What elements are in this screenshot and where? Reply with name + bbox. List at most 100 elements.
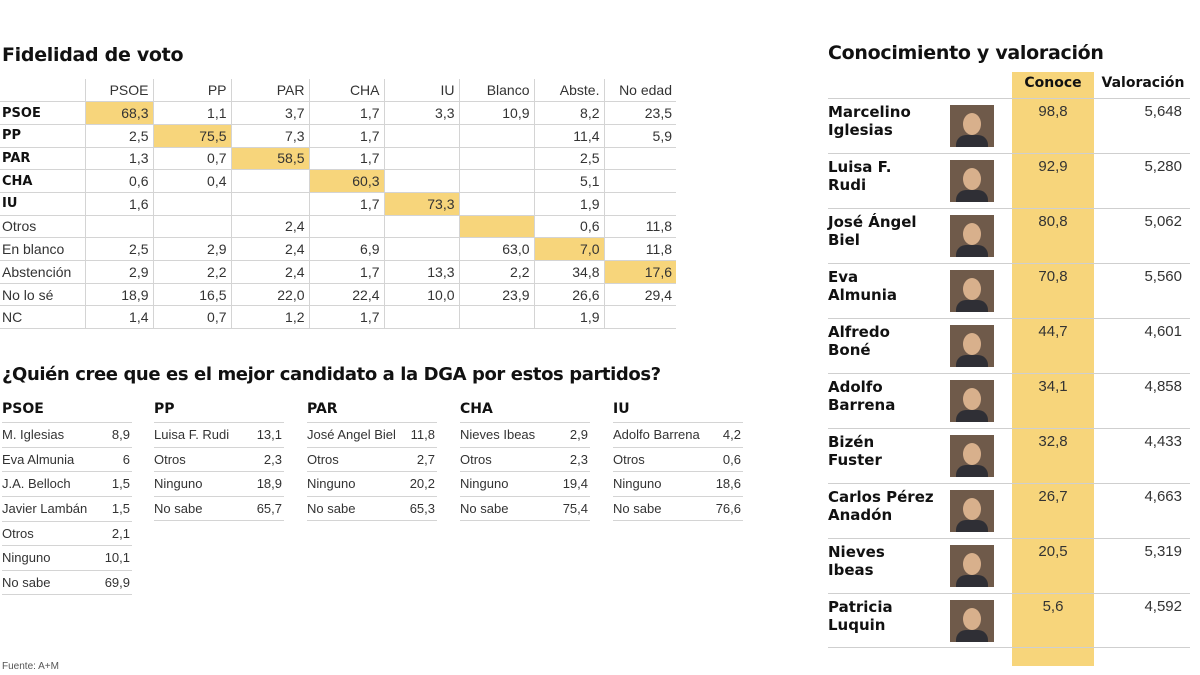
table-cell: 22,4 — [308, 283, 384, 307]
candidate-value: 10,1 — [104, 550, 130, 566]
fidelidad-table: PSOE PP PAR CHA IU Blanco Abste. No edad PSOE 68… — [0, 79, 676, 330]
person-row: Nieves Ibeas 20,5 5,319 — [828, 538, 1190, 593]
portrait-face — [963, 168, 981, 190]
portrait-photo — [950, 270, 994, 312]
candidate-name: M. Iglesias — [2, 427, 65, 442]
conoce-value: 32,8 — [1038, 433, 1068, 450]
list-item: Ninguno 20,2 — [307, 471, 437, 496]
candidate-value: 18,9 — [256, 476, 282, 492]
person-row: Carlos Pérez Anadón 26,7 4,663 — [828, 483, 1190, 538]
person-name: Alfredo Boné — [828, 323, 946, 359]
table-cell: 60,3 — [308, 169, 384, 193]
table-cell: 1,7 — [308, 192, 384, 216]
table-cell — [230, 192, 309, 216]
candidate-value: 2,7 — [416, 451, 435, 467]
candidate-value: 65,3 — [409, 501, 435, 517]
portrait-body — [956, 520, 988, 532]
party-block-cha: CHA Nieves Ibeas 2,9 Otros 2,3 Ninguno 19,4 No … — [460, 401, 590, 521]
person-name: Bizén Fuster — [828, 433, 946, 469]
person-name-line1: Bizén — [828, 433, 875, 451]
valoracion-value: 4,592 — [1144, 598, 1182, 615]
person-name-line1: José Ángel — [828, 213, 917, 231]
candidate-name: Javier Lambán — [2, 501, 88, 517]
table-cell: 3,7 — [230, 101, 309, 125]
table-row: En blanco 2,5 2,9 2,4 6,9 63,0 7,0 11,8 — [0, 237, 676, 261]
person-name: Nieves Ibeas — [828, 543, 946, 579]
portrait-body — [956, 245, 988, 257]
table-cell: 1,6 — [84, 192, 153, 216]
person-name: Marcelino Iglesias — [828, 103, 946, 139]
row-label: IU — [0, 192, 85, 216]
table-cell — [458, 147, 534, 171]
list-item: Luisa F. Rudi 13,1 — [154, 422, 284, 447]
candidate-name: José Angel Biel — [307, 427, 396, 442]
portrait-photo — [950, 545, 994, 587]
table-cell: 2,4 — [230, 260, 309, 284]
candidate-name: No sabe — [613, 501, 662, 517]
table-cell: 68,3 — [84, 101, 153, 125]
candidate-value: 4,2 — [722, 427, 741, 442]
candidate-name: J.A. Belloch — [2, 476, 71, 492]
party-block-iu: IU Adolfo Barrena 4,2 Otros 0,6 Ninguno 18,6 No… — [613, 401, 743, 521]
valoracion-value: 4,601 — [1144, 323, 1182, 340]
fidelidad-col-header: PP — [152, 79, 231, 103]
table-cell: 23,5 — [603, 101, 676, 125]
table-cell: 7,3 — [230, 124, 309, 148]
table-cell: 1,1 — [152, 101, 231, 125]
list-item: Otros 2,1 — [2, 520, 132, 546]
portrait-face — [963, 388, 981, 410]
table-cell — [458, 192, 534, 216]
person-name-line1: Nieves — [828, 543, 885, 561]
table-cell: 2,4 — [230, 215, 309, 239]
person-name-line1: Luisa F. — [828, 158, 892, 176]
portrait-face — [963, 113, 981, 135]
fidelidad-col-header: Blanco — [458, 79, 534, 103]
portrait-face — [963, 443, 981, 465]
table-cell: 0,7 — [152, 147, 231, 171]
table-row: No lo sé 18,9 16,5 22,0 22,4 10,0 23,9 26,6 29,4 — [0, 283, 676, 307]
portrait-body — [956, 465, 988, 477]
table-cell: 16,5 — [152, 283, 231, 307]
portrait-face — [963, 498, 981, 520]
table-cell: 6,9 — [308, 237, 384, 261]
table-cell — [603, 305, 676, 330]
candidate-value: 1,5 — [111, 476, 130, 492]
fidelidad-col-header: Abste. — [533, 79, 604, 103]
candidate-name: No sabe — [307, 501, 356, 517]
table-cell — [458, 169, 534, 193]
person-row: Marcelino Iglesias 98,8 5,648 — [828, 98, 1190, 153]
table-cell: 75,5 — [152, 124, 231, 148]
conoce-value: 26,7 — [1038, 488, 1068, 505]
portrait-photo — [950, 490, 994, 532]
conocimiento-title: Conocimiento y valoración — [828, 42, 1104, 64]
candidate-value: 2,1 — [111, 525, 130, 541]
table-cell: 11,8 — [603, 215, 676, 239]
table-cell — [152, 215, 231, 239]
fidelidad-col-header: PSOE — [84, 79, 153, 103]
person-name-line2: Anadón — [828, 506, 893, 524]
table-cell: 73,3 — [383, 192, 459, 216]
person-name-line2: Almunia — [828, 286, 898, 304]
row-label: NC — [0, 305, 85, 330]
table-cell — [230, 169, 309, 193]
candidate-name: Ninguno — [2, 550, 51, 566]
person-name-line2: Iglesias — [828, 121, 893, 139]
person-name-line2: Boné — [828, 341, 871, 359]
valoracion-value: 4,663 — [1144, 488, 1182, 505]
person-name-line2: Luquin — [828, 616, 886, 634]
table-row: NC 1,4 0,7 1,2 1,7 1,9 — [0, 305, 676, 330]
person-name: Carlos Pérez Anadón — [828, 488, 946, 524]
portrait-body — [956, 410, 988, 422]
list-item: No sabe 65,3 — [307, 496, 437, 521]
table-cell — [152, 192, 231, 216]
party-name: PSOE — [2, 401, 44, 417]
fidelidad-header-row: PSOE PP PAR CHA IU Blanco Abste. No edad — [0, 79, 676, 103]
candidate-value: 6 — [122, 451, 130, 467]
table-cell: 1,4 — [84, 305, 153, 330]
table-cell: 34,8 — [533, 260, 604, 284]
valoracion-value: 5,560 — [1144, 268, 1182, 285]
list-item: Ninguno 18,6 — [613, 471, 743, 496]
table-cell: 3,3 — [383, 101, 459, 125]
table-cell — [458, 305, 534, 330]
row-label: PP — [0, 124, 85, 148]
